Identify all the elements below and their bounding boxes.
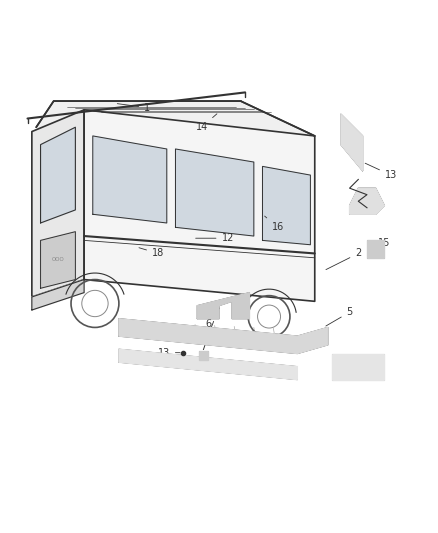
Polygon shape bbox=[119, 349, 297, 379]
Text: 13: 13 bbox=[158, 348, 180, 358]
Polygon shape bbox=[332, 353, 385, 379]
Polygon shape bbox=[32, 279, 84, 310]
Polygon shape bbox=[350, 188, 385, 214]
Polygon shape bbox=[367, 240, 385, 258]
Text: 11: 11 bbox=[235, 365, 258, 375]
Polygon shape bbox=[32, 110, 84, 297]
Text: 6: 6 bbox=[205, 308, 219, 329]
Polygon shape bbox=[197, 293, 250, 319]
Text: 4: 4 bbox=[257, 335, 279, 345]
Polygon shape bbox=[262, 166, 311, 245]
Text: 2: 2 bbox=[326, 248, 361, 270]
Text: 8: 8 bbox=[196, 356, 203, 369]
Polygon shape bbox=[199, 351, 208, 360]
Text: 12: 12 bbox=[196, 233, 234, 243]
Polygon shape bbox=[93, 136, 167, 223]
Text: 13: 13 bbox=[365, 163, 397, 180]
Polygon shape bbox=[84, 110, 315, 301]
Text: 16: 16 bbox=[265, 216, 284, 232]
Text: 10: 10 bbox=[361, 357, 380, 367]
Polygon shape bbox=[41, 232, 75, 288]
Text: 1: 1 bbox=[117, 103, 150, 112]
Text: 15: 15 bbox=[378, 238, 391, 247]
Text: 18: 18 bbox=[139, 248, 164, 259]
Polygon shape bbox=[341, 114, 363, 171]
Text: 14: 14 bbox=[195, 114, 217, 132]
Polygon shape bbox=[176, 149, 254, 236]
Polygon shape bbox=[119, 319, 328, 353]
Polygon shape bbox=[41, 127, 75, 223]
Text: 5: 5 bbox=[326, 307, 353, 326]
Polygon shape bbox=[36, 101, 315, 136]
Text: OOO: OOO bbox=[52, 257, 64, 262]
Text: 7: 7 bbox=[201, 321, 214, 352]
